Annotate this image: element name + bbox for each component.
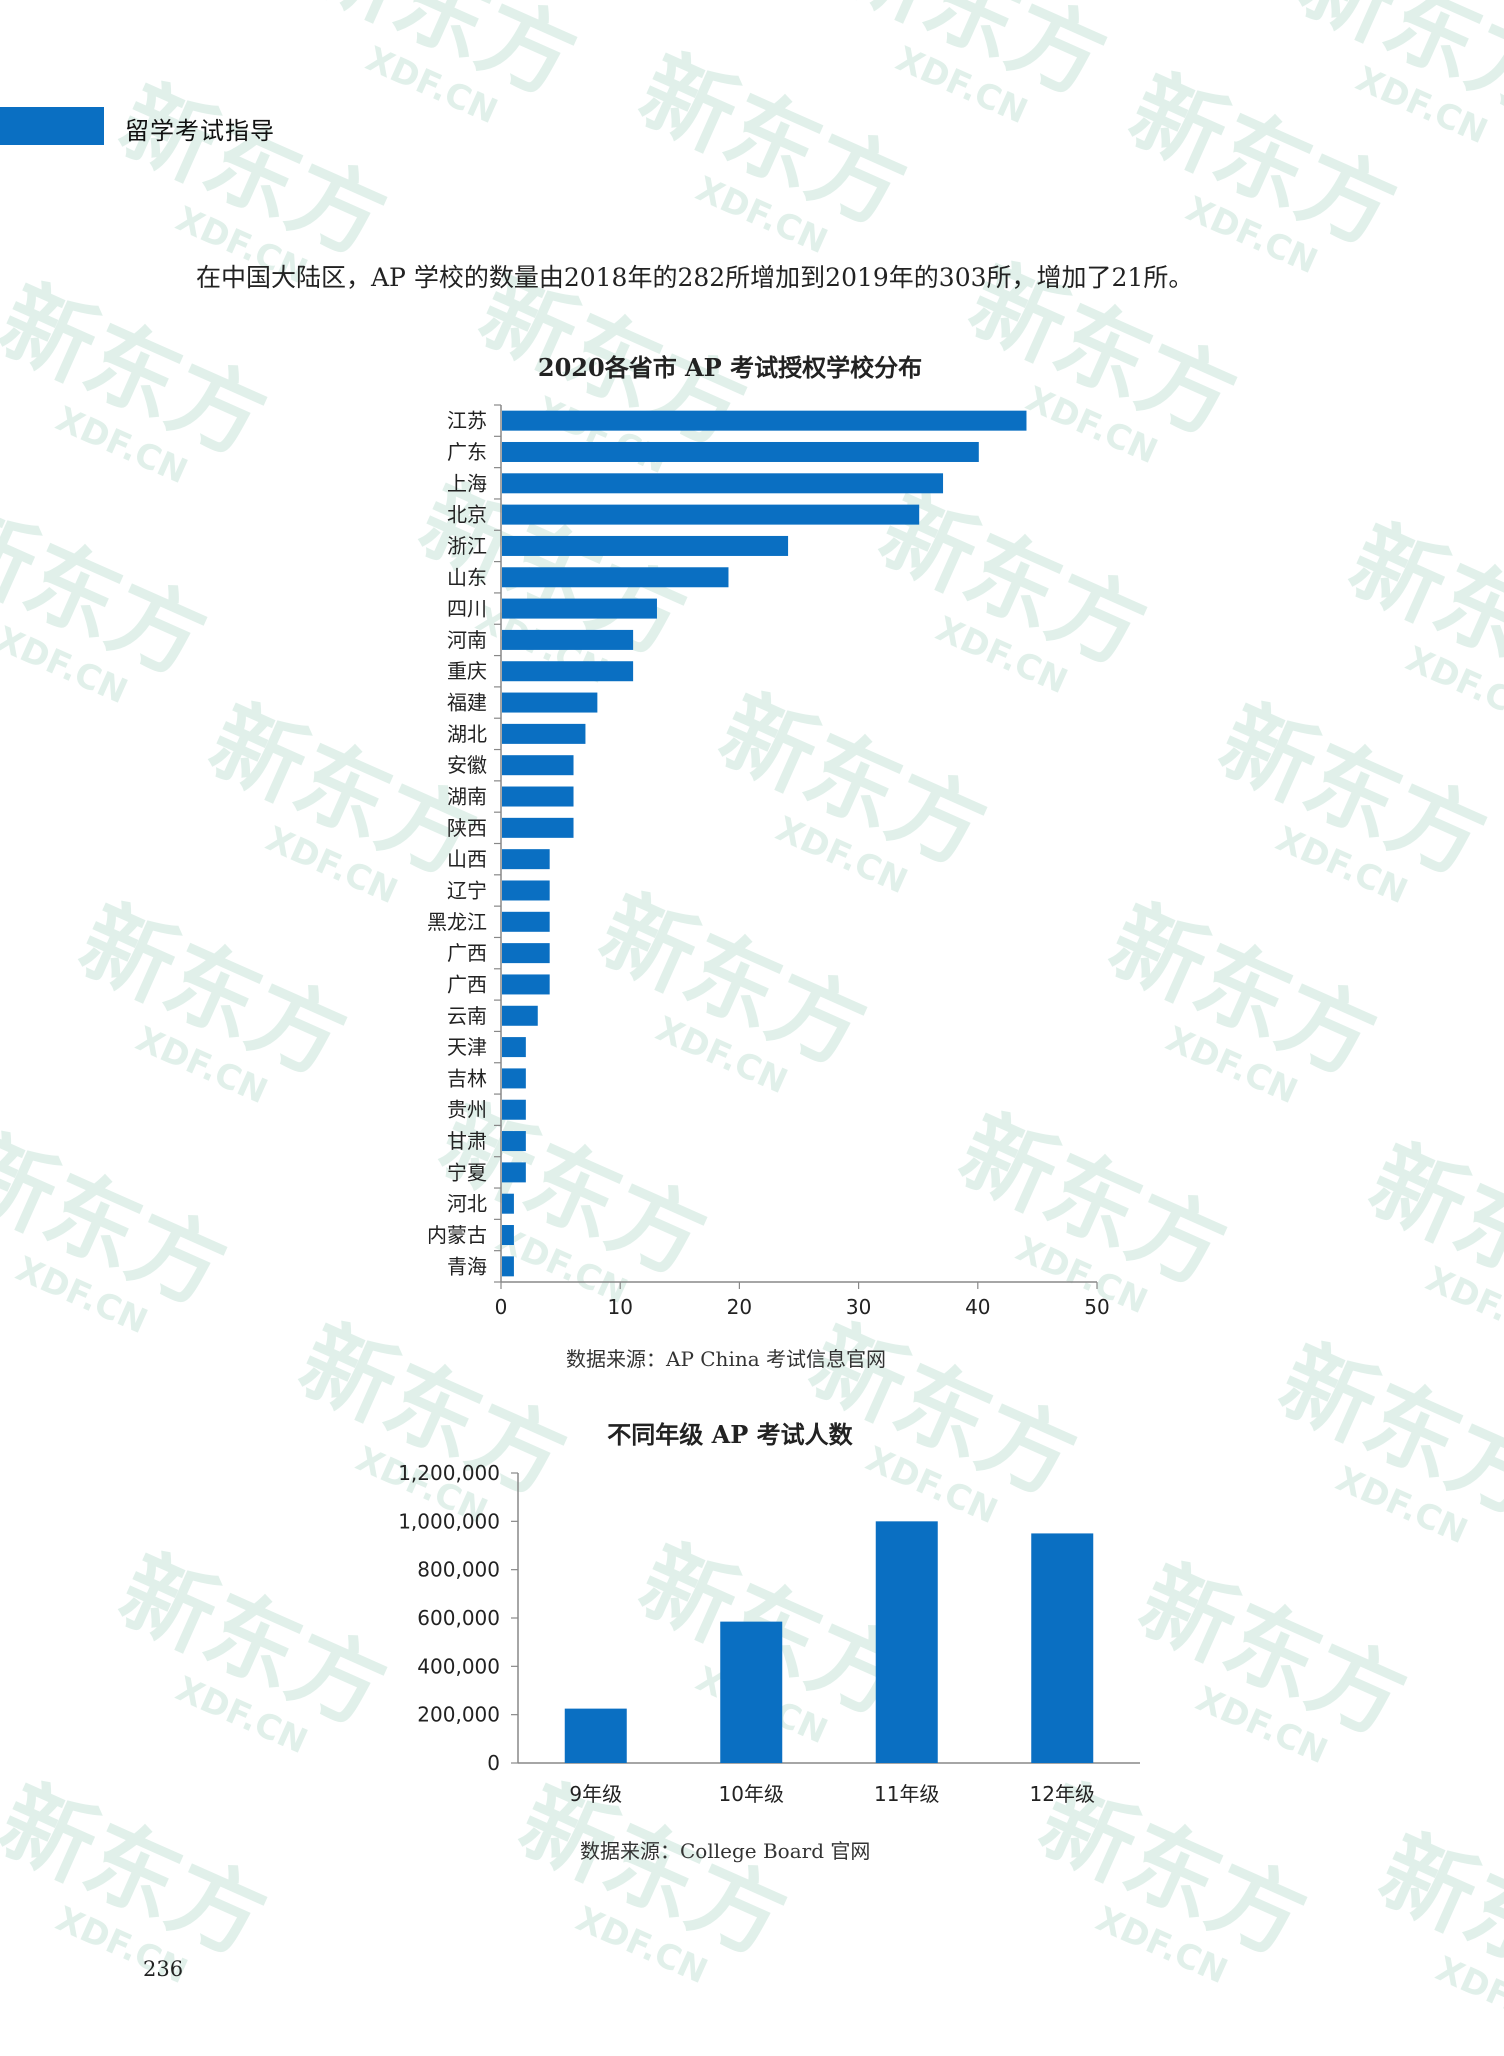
bar xyxy=(502,974,550,995)
category-label: 辽宁 xyxy=(447,878,487,902)
bar xyxy=(564,1708,627,1763)
category-label: 湖北 xyxy=(447,722,487,746)
bar xyxy=(502,441,979,462)
category-label: 贵州 xyxy=(447,1098,487,1122)
schools-chart-source: 数据来源：AP China 考试信息官网 xyxy=(566,1347,886,1371)
bar xyxy=(502,1256,514,1277)
category-label: 广西 xyxy=(447,941,487,965)
y-tick-label: 600,000 xyxy=(417,1606,500,1630)
category-label: 云南 xyxy=(447,1004,487,1028)
students-bar-chart: 0 200,000 400,000 600,000 800,000 1,000,000 1,… xyxy=(398,1461,1140,1806)
schools-bar-chart: 0 10 20 30 40 50 江苏广东上海北京浙江山东四川河南重庆福建湖北安徽湖南陕西山… xyxy=(427,404,1110,1319)
students-chart-source: 数据来源：College Board 官网 xyxy=(580,1839,871,1863)
bar xyxy=(502,817,574,838)
category-label: 重庆 xyxy=(447,659,487,683)
bar xyxy=(502,1099,526,1120)
y-tick-label: 800,000 xyxy=(417,1558,500,1582)
category-label: 安徽 xyxy=(447,753,487,777)
x-tick-label: 10 xyxy=(607,1295,632,1319)
y-tick-label: 200,000 xyxy=(417,1703,500,1727)
category-label: 上海 xyxy=(447,471,487,495)
category-label: 广西 xyxy=(447,972,487,996)
category-label: 山西 xyxy=(447,847,487,871)
category-label: 福建 xyxy=(447,691,487,715)
category-label: 黑龙江 xyxy=(427,910,487,934)
bar xyxy=(502,1162,526,1183)
category-label: 11年级 xyxy=(874,1782,939,1806)
category-label: 10年级 xyxy=(719,1782,784,1806)
category-label: 青海 xyxy=(447,1254,487,1278)
bar xyxy=(502,880,550,901)
bar xyxy=(502,1068,526,1089)
bar xyxy=(502,943,550,964)
header-accent-bar xyxy=(0,107,104,145)
bar xyxy=(502,755,574,776)
watermark-domain: XDF.CN xyxy=(1090,1899,1233,1992)
bar xyxy=(502,504,920,525)
category-label: 陕西 xyxy=(447,816,487,840)
category-label: 四川 xyxy=(447,597,487,621)
category-label: 广东 xyxy=(447,440,487,464)
bar xyxy=(502,535,789,556)
x-tick-label: 30 xyxy=(846,1295,871,1319)
header-title: 留学考试指导 xyxy=(125,117,275,145)
bar xyxy=(502,723,586,744)
page-number: 236 xyxy=(143,1957,184,1981)
y-tick-label: 0 xyxy=(487,1751,500,1775)
category-label: 12年级 xyxy=(1030,1782,1095,1806)
bar xyxy=(502,911,550,932)
category-label: 天津 xyxy=(447,1035,487,1059)
category-label: 河北 xyxy=(447,1192,487,1216)
x-tick-label: 40 xyxy=(965,1295,990,1319)
bar xyxy=(502,661,634,682)
x-tick-label: 50 xyxy=(1084,1295,1109,1319)
bar xyxy=(502,629,634,650)
bar xyxy=(1031,1533,1094,1763)
bar xyxy=(502,567,729,588)
watermark-domain: XDF.CN xyxy=(570,1899,713,1992)
bar xyxy=(502,1037,526,1058)
bar xyxy=(502,1131,526,1152)
bar xyxy=(502,1225,514,1246)
intro-paragraph: 在中国大陆区，AP 学校的数量由2018年的282所增加到2019年的303所，… xyxy=(196,263,1194,292)
category-label: 湖南 xyxy=(447,785,487,809)
category-label: 北京 xyxy=(447,503,487,527)
category-label: 浙江 xyxy=(447,534,487,558)
category-label: 甘肃 xyxy=(447,1129,487,1153)
category-label: 内蒙古 xyxy=(427,1223,487,1247)
bar xyxy=(502,786,574,807)
category-label: 江苏 xyxy=(447,409,487,433)
x-tick-label: 20 xyxy=(727,1295,752,1319)
bar xyxy=(875,1521,938,1763)
y-tick-label: 1,000,000 xyxy=(398,1509,500,1533)
category-label: 河南 xyxy=(447,628,487,652)
bar xyxy=(502,849,550,870)
bar xyxy=(502,473,944,494)
category-label: 宁夏 xyxy=(447,1160,487,1184)
bar xyxy=(502,1193,514,1214)
watermark-domain: XDF.CN xyxy=(1430,1949,1504,2042)
students-chart-title: 不同年级 AP 考试人数 xyxy=(607,1420,853,1449)
x-tick-label: 0 xyxy=(495,1295,508,1319)
bar xyxy=(502,692,598,713)
category-label: 吉林 xyxy=(447,1066,487,1090)
bar xyxy=(502,1005,538,1026)
bar xyxy=(502,598,657,619)
schools-chart-title: 2020各省市 AP 考试授权学校分布 xyxy=(537,353,923,382)
bar xyxy=(502,410,1027,431)
y-tick-label: 400,000 xyxy=(417,1654,500,1678)
category-label: 山东 xyxy=(447,565,487,589)
y-tick-label: 1,200,000 xyxy=(398,1461,500,1485)
watermark-brand: 新东方 xyxy=(1365,1816,1504,2026)
category-label: 9年级 xyxy=(569,1782,622,1806)
bar xyxy=(720,1621,783,1763)
